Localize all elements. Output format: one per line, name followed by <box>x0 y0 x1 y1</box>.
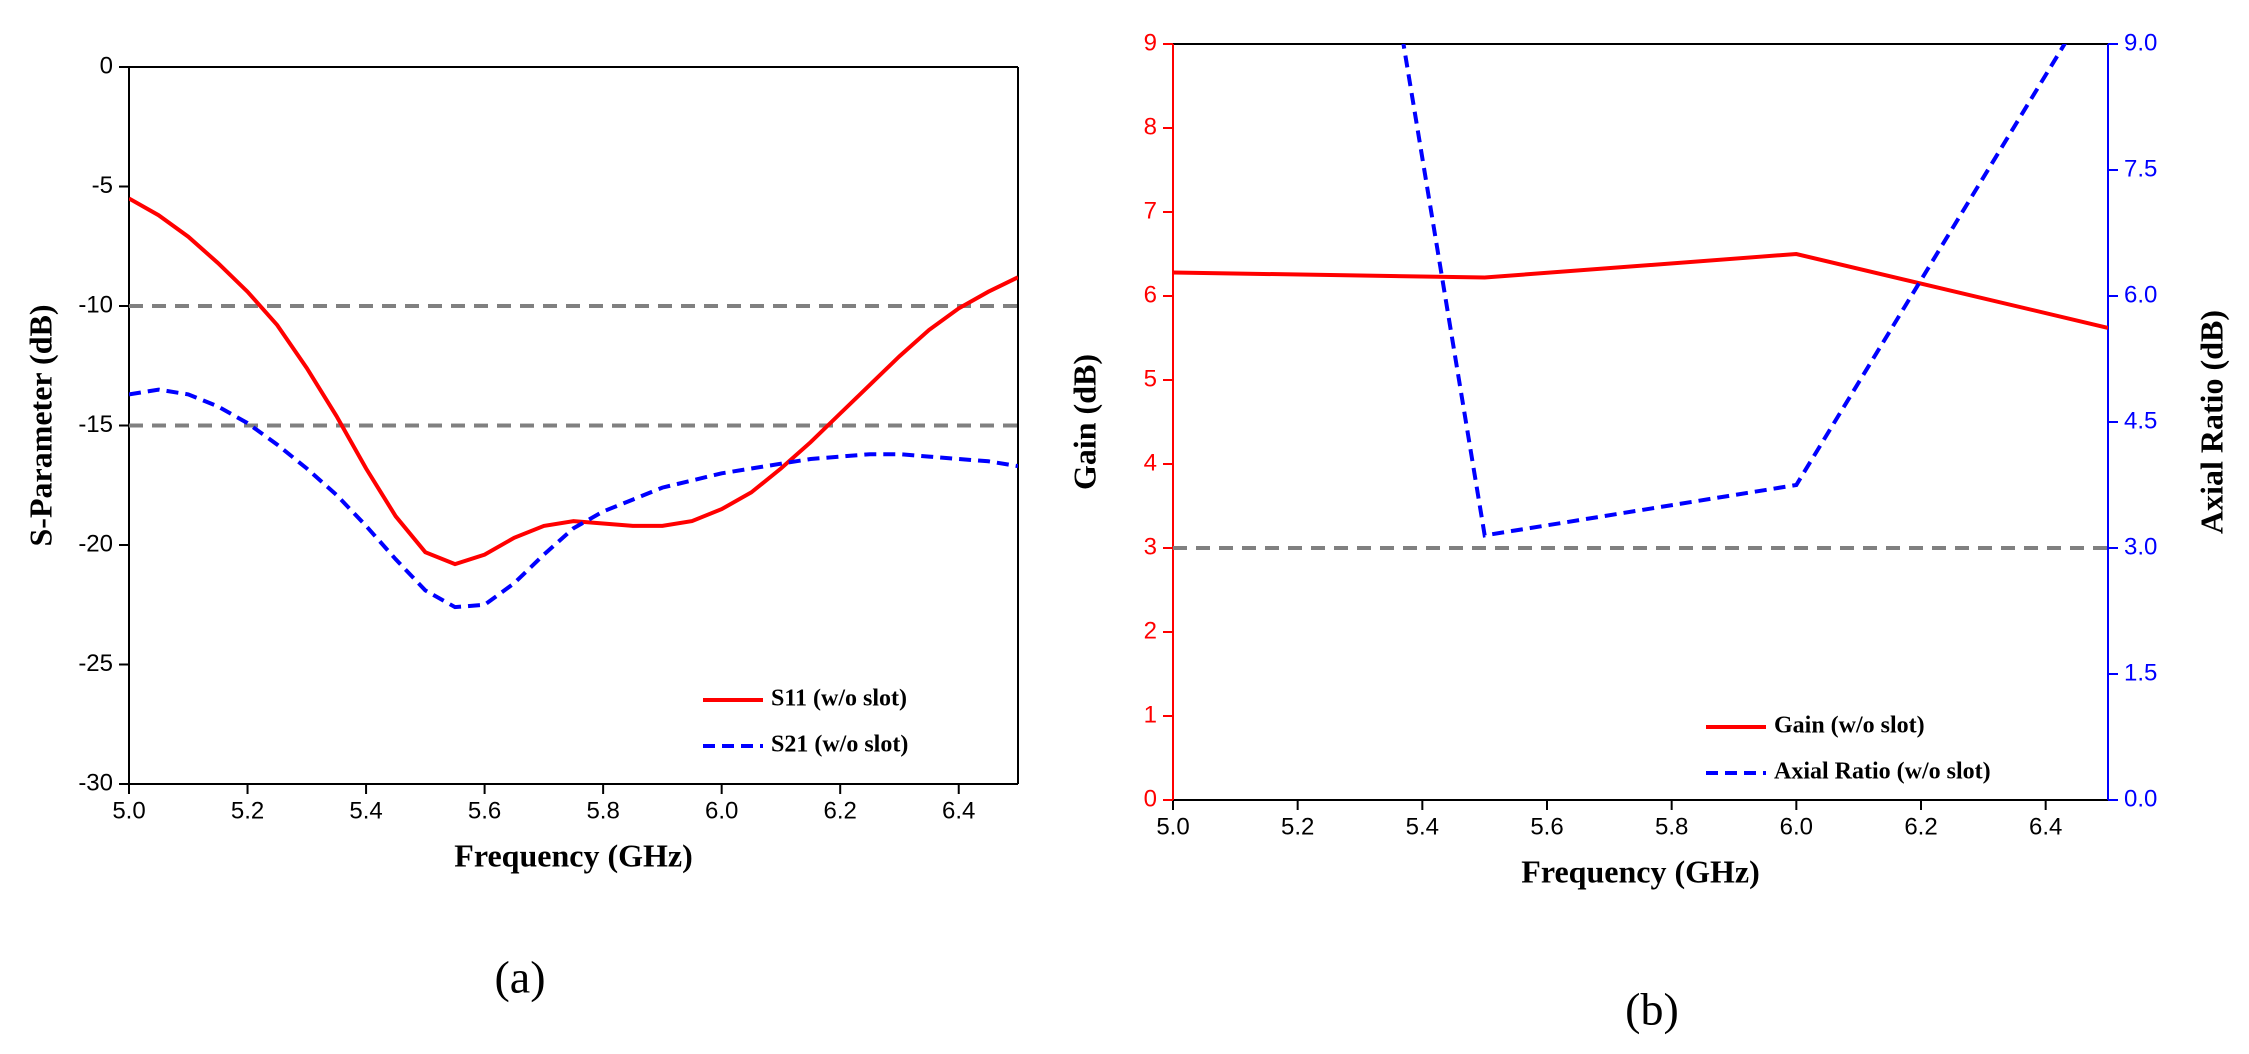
y2-tick-label: 9.0 <box>2124 29 2157 56</box>
x-tick-label: 5.0 <box>112 797 145 824</box>
y2-tick-label: 4.5 <box>2124 407 2157 434</box>
x-tick-label: 5.4 <box>349 797 382 824</box>
y-tick-label: 5 <box>1144 365 1157 392</box>
x-tick-label: 6.4 <box>2029 813 2062 840</box>
x-tick-label: 5.8 <box>586 797 619 824</box>
y-tick-label: 0 <box>100 52 113 79</box>
y2-tick-label: 1.5 <box>2124 659 2157 686</box>
y-tick-label: -25 <box>78 650 113 677</box>
y2-tick-label: 3.0 <box>2124 533 2157 560</box>
x-tick-label: 5.6 <box>468 797 501 824</box>
y-tick-label: 8 <box>1144 113 1157 140</box>
x-axis-label: Frequency (GHz) <box>454 837 692 873</box>
x-tick-label: 6.2 <box>1904 813 1937 840</box>
y-tick-label: -5 <box>92 172 113 199</box>
y-tick-label: 0 <box>1144 785 1157 812</box>
x-tick-label: 5.8 <box>1655 813 1688 840</box>
x-tick-label: 5.4 <box>1406 813 1439 840</box>
y-tick-label: 7 <box>1144 197 1157 224</box>
y-tick-label: 4 <box>1144 449 1157 476</box>
x-tick-label: 5.2 <box>1281 813 1314 840</box>
series-line <box>1173 251 2108 330</box>
y2-tick-label: 7.5 <box>2124 155 2157 182</box>
x-tick-label: 6.2 <box>824 797 857 824</box>
y-tick-label: 2 <box>1144 617 1157 644</box>
x-tick-label: 5.6 <box>1530 813 1563 840</box>
y-tick-label: -30 <box>78 769 113 796</box>
x-axis-label: Frequency (GHz) <box>1521 853 1759 889</box>
legend-label: Gain (w/o slot) <box>1774 713 1925 739</box>
y2-tick-label: 0.0 <box>2124 785 2157 812</box>
y-tick-label: 3 <box>1144 533 1157 560</box>
y-tick-label: -15 <box>78 411 113 438</box>
series-line <box>129 387 1018 610</box>
x-tick-label: 5.0 <box>1156 813 1189 840</box>
y-axis-label: Gain (dB) <box>1066 354 1102 490</box>
x-tick-label: 6.4 <box>942 797 975 824</box>
legend-label: Axial Ratio (w/o slot) <box>1774 759 1991 785</box>
y2-axis-label: Axial Ratio (dB) <box>2193 310 2229 534</box>
x-tick-label: 6.0 <box>705 797 738 824</box>
y-tick-label: 1 <box>1144 701 1157 728</box>
y-tick-label: 6 <box>1144 281 1157 308</box>
y-tick-label: 9 <box>1144 29 1157 56</box>
series-line <box>129 196 1018 567</box>
caption: (b) <box>1625 984 1679 1035</box>
legend-label: S21 (w/o slot) <box>771 732 908 758</box>
y2-tick-label: 6.0 <box>2124 281 2157 308</box>
y-tick-label: -20 <box>78 530 113 557</box>
y-axis-label: S-Parameter (dB) <box>22 305 58 547</box>
legend-label: S11 (w/o slot) <box>771 686 907 712</box>
x-tick-label: 6.0 <box>1780 813 1813 840</box>
y-tick-label: -10 <box>78 291 113 318</box>
caption: (a) <box>494 952 545 1003</box>
x-tick-label: 5.2 <box>231 797 264 824</box>
